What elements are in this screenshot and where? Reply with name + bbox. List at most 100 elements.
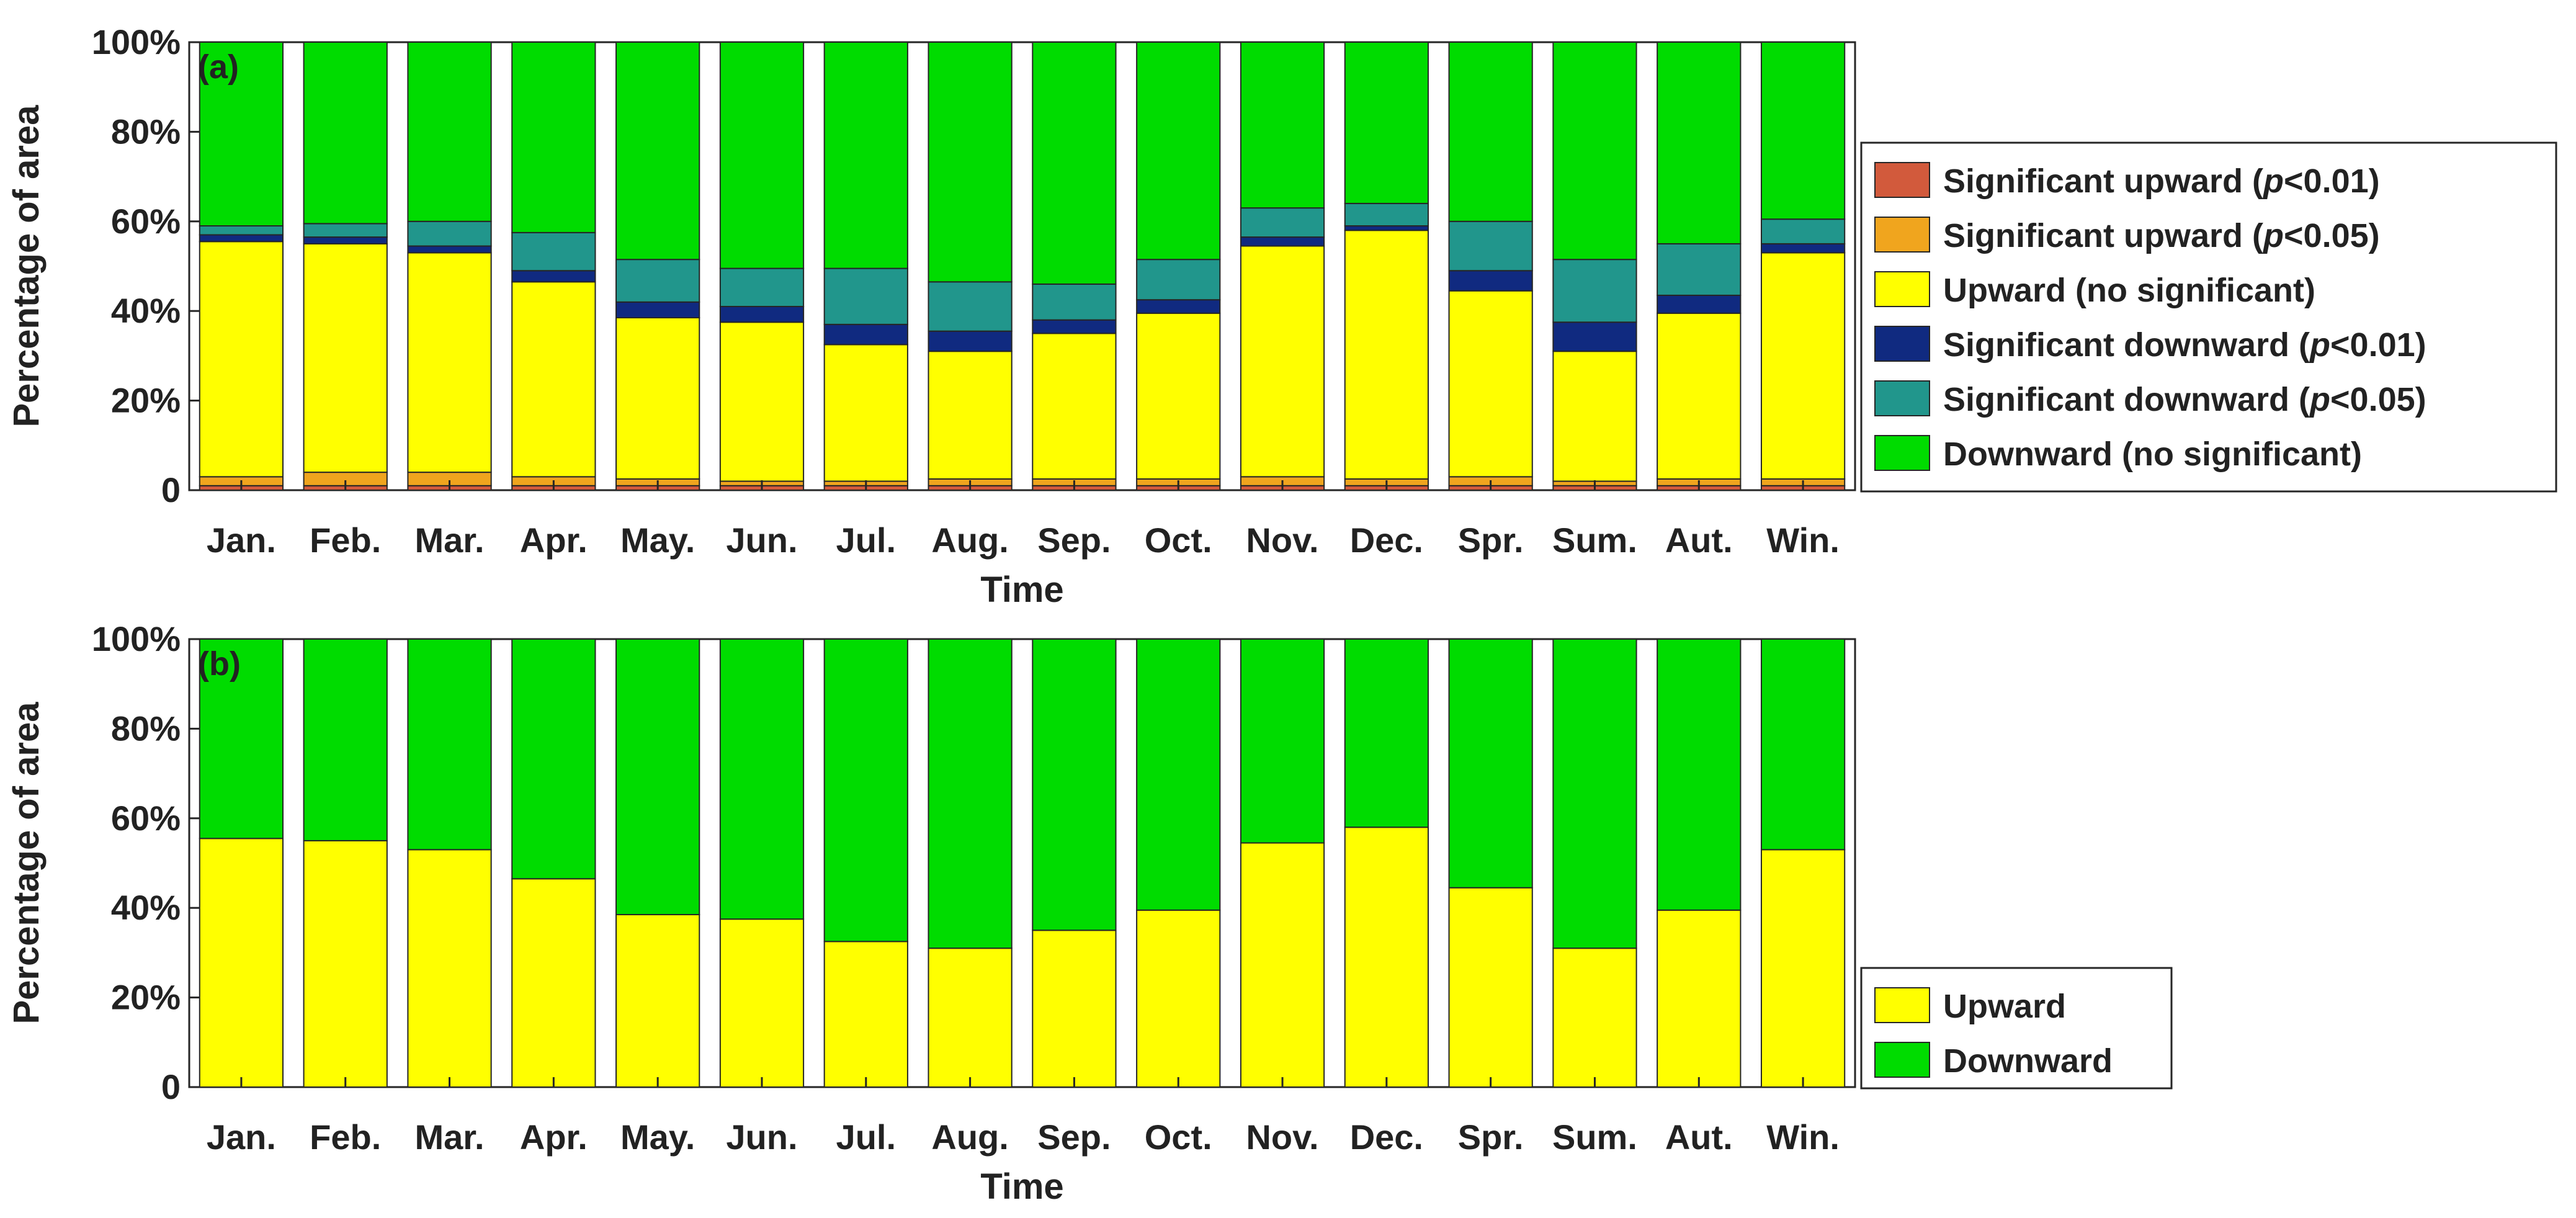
- bar-segment: [511, 878, 596, 1088]
- x-tick-label: Feb.: [310, 521, 381, 560]
- bar-segment: [303, 243, 388, 473]
- bar-segment: [1240, 638, 1325, 844]
- bar-segment: [928, 42, 1013, 283]
- bar-segment: [1240, 207, 1325, 238]
- bar-segment: [1552, 638, 1637, 949]
- legend-swatch: [1874, 1042, 1930, 1078]
- legend-label: Upward (no significant): [1943, 272, 2315, 309]
- bar-segment: [1240, 42, 1325, 209]
- x-tick-label: Nov.: [1246, 521, 1318, 560]
- bar-segment: [719, 638, 805, 920]
- bar-segment: [407, 42, 492, 222]
- y-tick-label: 0: [161, 1067, 181, 1106]
- legend-swatch: [1874, 380, 1930, 416]
- bar-segment: [1552, 947, 1637, 1088]
- bar-segment: [719, 42, 805, 269]
- bar-segment: [1240, 245, 1325, 478]
- x-tick-label: Sum.: [1552, 521, 1637, 560]
- panel-label: (a): [198, 48, 239, 86]
- bar-segment: [1032, 319, 1117, 334]
- y-axis-title: Percentage of area: [6, 105, 47, 428]
- x-tick-label: Jan.: [207, 521, 276, 560]
- bar-segment: [823, 267, 908, 325]
- x-tick-label: Spr.: [1458, 521, 1524, 560]
- bar-segment: [823, 941, 908, 1088]
- bar-segment: [199, 638, 284, 840]
- legend-swatch: [1874, 987, 1930, 1023]
- bar-segment: [1448, 42, 1533, 222]
- bar-segment: [199, 234, 284, 243]
- y-tick-label: 60%: [111, 799, 181, 838]
- bar-segment: [928, 351, 1013, 480]
- bar-segment: [1032, 333, 1117, 480]
- x-tick-label: Win.: [1766, 521, 1840, 560]
- bar-segment: [1657, 243, 1742, 296]
- legend-label: Downward: [1943, 1042, 2113, 1080]
- bar-segment: [199, 42, 284, 227]
- x-tick-label: Jun.: [726, 1117, 797, 1157]
- bar-segment: [1657, 312, 1742, 480]
- y-tick-label: 0: [161, 470, 181, 509]
- bar-segment: [511, 231, 596, 272]
- bar-segment: [1657, 909, 1742, 1088]
- x-tick-label: Sep.: [1037, 1117, 1111, 1157]
- bar-segment: [1344, 225, 1429, 231]
- x-tick-label: Win.: [1766, 1117, 1840, 1157]
- bar-segment: [1344, 826, 1429, 1088]
- bar-segment: [303, 42, 388, 225]
- bar-segment: [407, 849, 492, 1088]
- bar-segment: [719, 267, 805, 307]
- bar-segment: [511, 42, 596, 233]
- y-tick-label: 40%: [111, 888, 181, 927]
- x-tick-label: Oct.: [1145, 521, 1212, 560]
- bar-segment: [199, 838, 284, 1088]
- legend-swatch: [1874, 326, 1930, 362]
- legend-swatch: [1874, 217, 1930, 253]
- y-tick-label: 60%: [111, 202, 181, 241]
- bar-segment: [407, 638, 492, 851]
- y-tick-label: 100%: [92, 619, 181, 658]
- bar-segment: [1344, 230, 1429, 480]
- bar-segment: [823, 638, 908, 943]
- bar-segment: [1136, 312, 1221, 480]
- legend-swatch: [1874, 271, 1930, 307]
- legend-box: [1860, 141, 2557, 493]
- bar-segment: [928, 330, 1013, 352]
- bar-segment: [511, 281, 596, 478]
- bar-segment: [1760, 42, 1846, 220]
- bar-segment: [719, 918, 805, 1088]
- x-tick-label: Oct.: [1145, 1117, 1212, 1157]
- bar-segment: [1657, 42, 1742, 244]
- x-tick-label: Aug.: [931, 1117, 1008, 1157]
- legend-label: Downward (no significant): [1943, 436, 2362, 473]
- bar-segment: [1344, 42, 1429, 204]
- y-tick-label: 80%: [111, 709, 181, 748]
- bar-segment: [1032, 42, 1117, 285]
- bar-segment: [1136, 42, 1221, 261]
- legend-label: Significant upward (p<0.05): [1943, 217, 2380, 254]
- x-tick-label: May.: [620, 1117, 695, 1157]
- bar-segment: [303, 840, 388, 1088]
- y-tick-label: 80%: [111, 112, 181, 151]
- y-tick-label: 100%: [92, 22, 181, 61]
- bar-segment: [823, 42, 908, 269]
- x-tick-label: Dec.: [1350, 521, 1423, 560]
- bar-segment: [303, 236, 388, 244]
- bar-segment: [1448, 220, 1533, 272]
- bar-segment: [1136, 909, 1221, 1088]
- bar-segment: [928, 947, 1013, 1088]
- bar-segment: [1240, 236, 1325, 247]
- bar-segment: [511, 638, 596, 880]
- bar-segment: [1552, 42, 1637, 261]
- bar-segment: [1657, 294, 1742, 314]
- x-tick-label: Mar.: [415, 1117, 485, 1157]
- bar-segment: [1032, 929, 1117, 1088]
- legend-label: Significant downward (p<0.05): [1943, 381, 2426, 418]
- panel-label: (b): [198, 645, 241, 683]
- x-tick-label: Aut.: [1665, 521, 1733, 560]
- bar-segment: [407, 252, 492, 473]
- y-tick-label: 40%: [111, 291, 181, 330]
- panel-a: 0 20% 40% 60% 80% 100% Jan. Feb. Mar. Apr. May. Jun…: [6, 22, 2557, 610]
- x-tick-label: Aug.: [931, 521, 1008, 560]
- bar-segment: [719, 321, 805, 482]
